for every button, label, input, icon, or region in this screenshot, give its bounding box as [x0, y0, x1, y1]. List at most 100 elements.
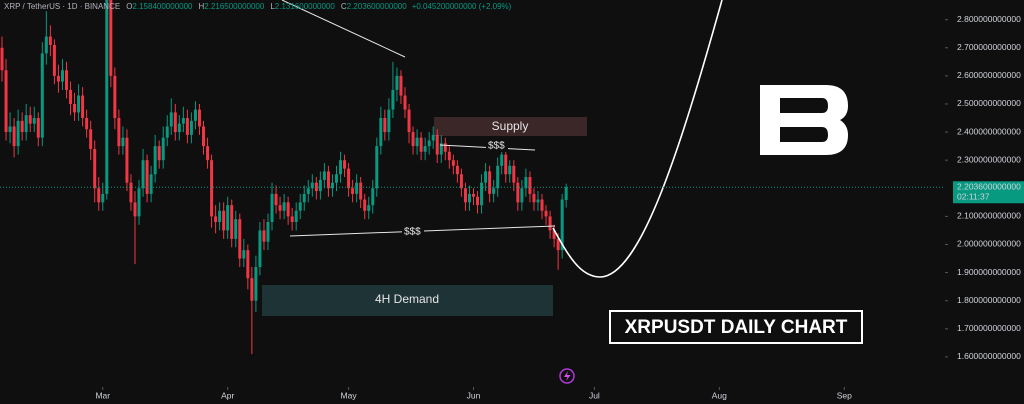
candle-body: [222, 210, 226, 231]
candle-body: [44, 36, 48, 54]
candle-body: [339, 160, 343, 175]
candle-body: [363, 199, 367, 211]
candle-body: [16, 120, 20, 147]
candle-body: [161, 137, 165, 161]
candle-body: [455, 165, 459, 175]
candle-body: [560, 199, 564, 251]
candle-body: [536, 199, 540, 203]
candle-body: [28, 115, 32, 124]
candle-body: [36, 118, 40, 138]
candle-body: [351, 188, 355, 194]
header: XRP / TetherUS · 1D · BINANCE O2.15840000…: [4, 2, 512, 11]
candle-body: [218, 210, 222, 223]
candle-body: [274, 193, 278, 206]
candle-body: [133, 202, 137, 217]
candle-body: [447, 151, 451, 161]
candle-body: [32, 118, 36, 124]
candle-body: [121, 137, 125, 147]
candle-body: [262, 230, 266, 242]
candle-body: [226, 205, 230, 231]
y-tick-label: 2.000000000000: [957, 239, 1021, 249]
projection-curve: [552, 0, 723, 278]
header-field-key: H: [198, 2, 204, 11]
y-tick-label: 1.700000000000: [957, 323, 1021, 333]
candle-body: [97, 188, 101, 203]
candle-body: [310, 182, 314, 189]
candle-body: [177, 123, 181, 133]
candle-body: [467, 193, 471, 203]
y-tick-label: 2.400000000000: [957, 126, 1021, 136]
candle-body: [234, 219, 238, 239]
header-field-key: O: [126, 2, 132, 11]
candle-body: [528, 177, 532, 194]
candle-body: [379, 118, 383, 147]
candle-body: [278, 205, 282, 211]
y-tick-label: 2.800000000000: [957, 14, 1021, 24]
candle-body: [270, 193, 274, 223]
header-field-value: 2.216500000000: [204, 2, 265, 11]
label-bg: [486, 140, 508, 152]
candle-body: [375, 146, 379, 189]
candle-body: [20, 120, 24, 133]
x-tick-label: May: [341, 390, 358, 400]
candle-body: [411, 132, 415, 147]
candle-body: [202, 126, 206, 147]
candle-body: [472, 193, 476, 197]
liquidity-low-label: $$$: [404, 227, 421, 238]
candle-body: [326, 171, 330, 189]
candle-body: [85, 118, 89, 130]
candle-body: [169, 112, 173, 127]
candle-body: [266, 222, 270, 242]
event-icon-bolt: [564, 371, 571, 381]
candle-body: [69, 89, 73, 104]
title-box: [609, 310, 863, 344]
candle-body: [193, 109, 197, 121]
candle-body: [60, 70, 64, 82]
candle-body: [504, 154, 508, 175]
last-price-label: 2.203600000000: [957, 182, 1021, 192]
candle-body: [77, 95, 81, 113]
candle-body: [254, 266, 258, 301]
candle-body: [197, 109, 201, 127]
candle-body: [290, 216, 294, 223]
candle-body: [238, 219, 242, 259]
candle-body: [117, 118, 121, 147]
candle-body: [64, 70, 68, 90]
label-bg: [402, 226, 424, 238]
candle-body: [431, 134, 435, 141]
candle-body: [322, 171, 326, 180]
y-tick-label: 2.100000000000: [957, 211, 1021, 221]
header-field-key: C: [341, 2, 347, 11]
candle-body: [314, 182, 318, 192]
candle-body: [318, 179, 322, 192]
candle-body: [403, 95, 407, 110]
candle-body: [48, 36, 52, 45]
candle-body: [564, 187, 568, 200]
candle-body: [73, 103, 77, 113]
candle-body: [93, 148, 97, 189]
candle-body: [8, 126, 12, 133]
y-tick-label: 2.300000000000: [957, 154, 1021, 164]
candle-body: [463, 188, 467, 203]
candle-body: [512, 165, 516, 183]
candle-body: [423, 146, 427, 152]
candle-body: [548, 216, 552, 231]
candle-body: [105, 0, 109, 194]
candle-body: [500, 154, 504, 166]
candle-body: [157, 146, 161, 161]
candle-body: [165, 126, 169, 138]
candle-body: [40, 53, 44, 138]
candle-body: [443, 143, 447, 152]
candle-body: [330, 182, 334, 189]
drawings: Supply 4H Demand $$$ $$$ XRPUSDT DAILY C…: [281, 0, 863, 384]
candle-body: [552, 230, 556, 239]
countdown-label: 02:11:37: [957, 192, 990, 202]
candle-body: [302, 193, 306, 203]
candle-body: [492, 188, 496, 194]
candle-body: [395, 75, 399, 90]
event-icon[interactable]: [559, 368, 575, 384]
candle-body: [496, 165, 500, 189]
supply-label: Supply: [492, 119, 529, 133]
candle-body: [206, 146, 210, 161]
